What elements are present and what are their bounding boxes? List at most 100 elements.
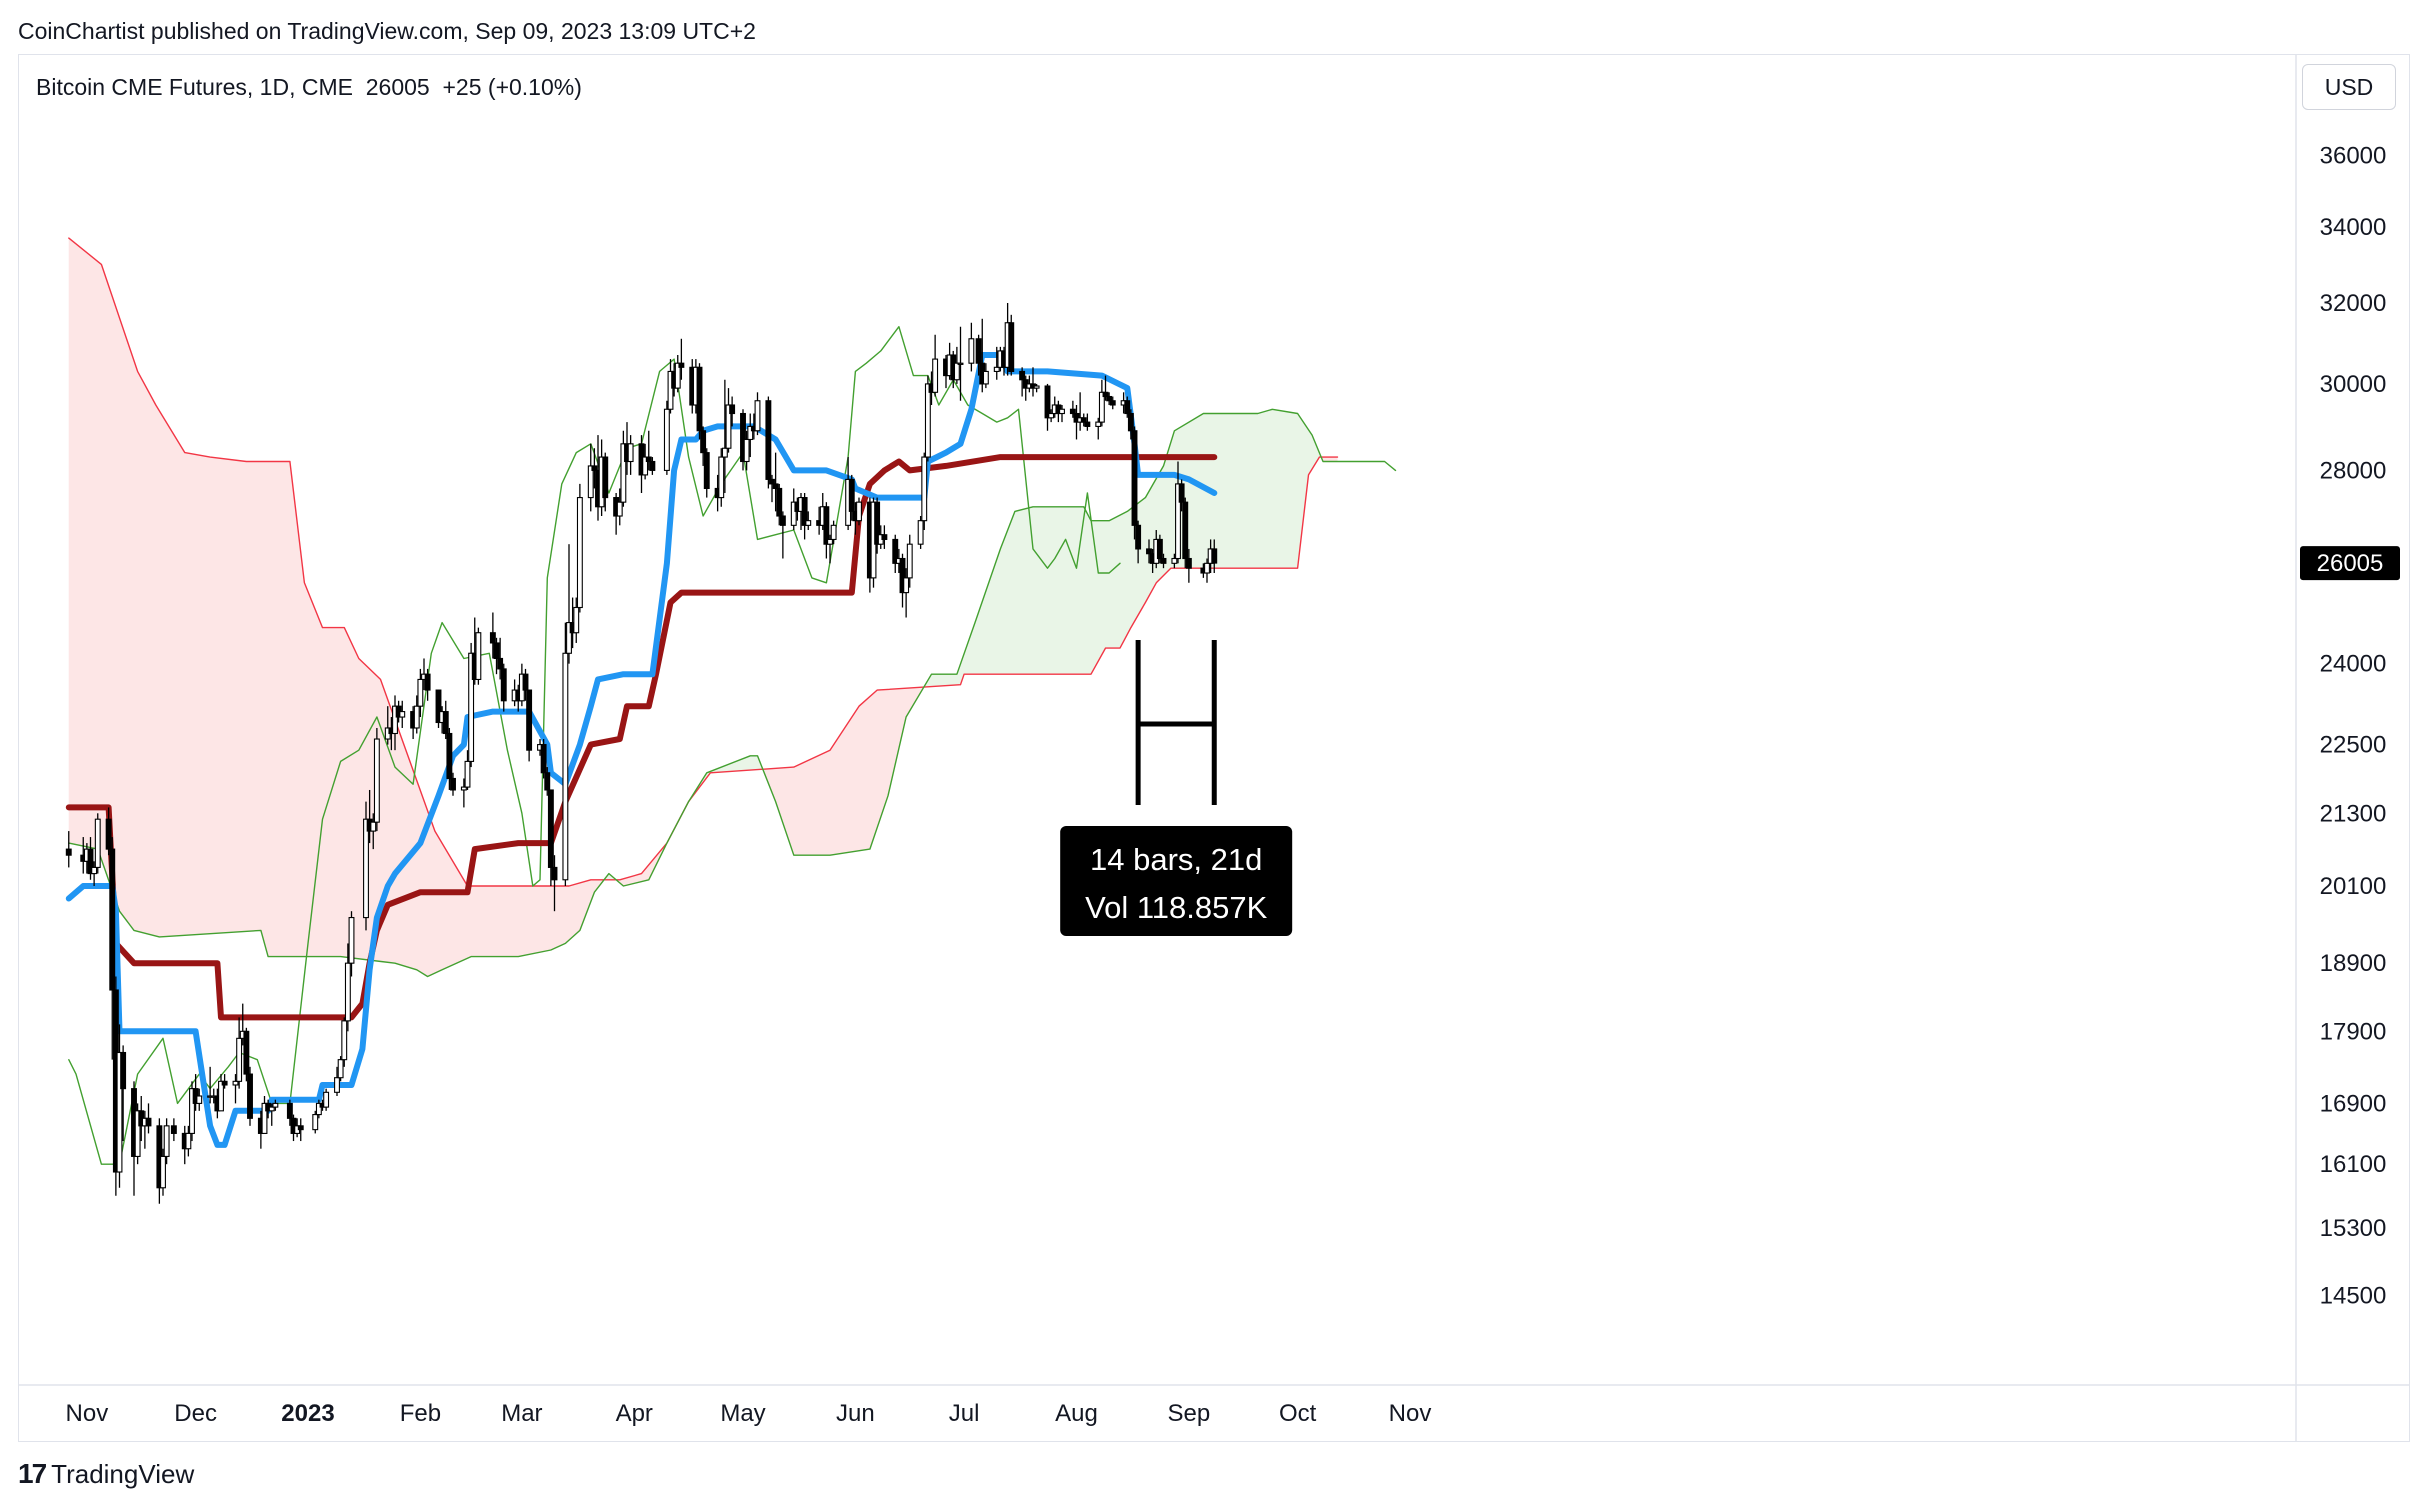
candle[interactable] (1080, 413, 1087, 427)
candle[interactable] (1084, 413, 1091, 431)
candle[interactable] (906, 534, 913, 588)
candle[interactable] (145, 1103, 152, 1134)
candle[interactable] (373, 727, 380, 832)
candle[interactable] (337, 1056, 344, 1082)
candle[interactable] (1069, 400, 1076, 418)
candle[interactable] (286, 1099, 293, 1126)
tradingview-brand[interactable]: 17 TradingView (18, 1458, 194, 1490)
candle[interactable] (856, 497, 862, 526)
candle[interactable] (776, 483, 783, 526)
candle[interactable] (417, 668, 424, 718)
candle[interactable] (1146, 539, 1152, 564)
candle[interactable] (1044, 383, 1051, 431)
candle[interactable] (729, 396, 736, 427)
candle[interactable] (616, 488, 623, 526)
candle[interactable] (573, 597, 580, 643)
candle[interactable] (87, 837, 94, 880)
candle[interactable] (921, 452, 928, 531)
candle[interactable] (874, 497, 881, 554)
candle[interactable] (620, 430, 627, 507)
candle[interactable] (109, 837, 116, 1060)
candle[interactable] (696, 363, 703, 440)
candle[interactable] (91, 861, 98, 886)
candle[interactable] (1160, 553, 1167, 569)
candle[interactable] (1178, 479, 1185, 512)
candle[interactable] (790, 488, 797, 531)
candle[interactable] (743, 430, 750, 471)
candle[interactable] (544, 767, 551, 796)
candle[interactable] (823, 502, 830, 559)
candle[interactable] (627, 435, 634, 475)
candle[interactable] (399, 700, 406, 728)
candle[interactable] (700, 426, 707, 466)
candle[interactable] (272, 1099, 279, 1111)
candle[interactable] (1059, 404, 1065, 423)
candle[interactable] (957, 326, 964, 401)
candle[interactable] (348, 911, 355, 977)
candle[interactable] (674, 355, 681, 393)
candle[interactable] (163, 1118, 170, 1165)
candle[interactable] (489, 612, 496, 659)
candle[interactable] (566, 544, 572, 664)
candle[interactable] (94, 813, 101, 874)
candle[interactable] (1033, 383, 1040, 393)
candle[interactable] (551, 855, 558, 912)
candle[interactable] (236, 1017, 243, 1089)
candle[interactable] (1008, 314, 1015, 376)
candle[interactable] (1171, 553, 1178, 569)
candle[interactable] (1204, 558, 1210, 583)
candle[interactable] (1098, 379, 1105, 427)
candle[interactable] (1095, 417, 1102, 440)
candle[interactable] (468, 642, 475, 768)
candle[interactable] (540, 739, 547, 779)
candle[interactable] (460, 778, 467, 808)
candle[interactable] (663, 400, 670, 475)
candle[interactable] (1182, 497, 1189, 569)
candle[interactable] (645, 430, 652, 471)
candle[interactable] (703, 448, 710, 498)
candle[interactable] (243, 1027, 250, 1082)
candle[interactable] (1077, 392, 1084, 431)
candle[interactable] (189, 1081, 195, 1142)
currency-button[interactable]: USD (2302, 64, 2396, 110)
candle[interactable] (1131, 426, 1138, 540)
candle[interactable] (602, 452, 609, 512)
candle[interactable] (442, 700, 449, 740)
candle[interactable] (65, 831, 72, 868)
candle[interactable] (344, 943, 351, 1032)
candle[interactable] (801, 493, 808, 540)
candle[interactable] (450, 772, 456, 796)
candle[interactable] (725, 388, 732, 453)
candle[interactable] (446, 727, 453, 790)
candle[interactable] (772, 452, 779, 512)
candle[interactable] (678, 338, 685, 380)
candle[interactable] (170, 1118, 177, 1142)
candle[interactable] (1135, 520, 1142, 564)
candle[interactable] (587, 443, 594, 512)
candle[interactable] (754, 392, 761, 436)
candle[interactable] (497, 637, 504, 680)
candle[interactable] (917, 516, 924, 549)
candle[interactable] (363, 801, 369, 931)
candle[interactable] (649, 457, 656, 475)
candle[interactable] (740, 409, 746, 471)
candle[interactable] (1102, 375, 1109, 401)
candle[interactable] (779, 511, 786, 559)
candle[interactable] (464, 750, 471, 790)
candle[interactable] (1124, 396, 1131, 418)
candle[interactable] (953, 346, 960, 384)
candle[interactable] (435, 689, 442, 728)
candle[interactable] (297, 1118, 304, 1142)
candle[interactable] (1019, 367, 1026, 397)
candle[interactable] (475, 627, 482, 685)
candle[interactable] (261, 1095, 268, 1134)
candle[interactable] (805, 511, 812, 531)
candle[interactable] (160, 1148, 166, 1196)
candle[interactable] (315, 1099, 322, 1119)
candle[interactable] (247, 1066, 253, 1126)
candle[interactable] (718, 448, 725, 507)
candle[interactable] (591, 448, 598, 489)
time-axis[interactable]: Nov Dec 2023 Feb Mar Apr May Jun Jul Aug Sep Oct Nov (66, 1400, 1432, 1427)
candle[interactable] (116, 1024, 123, 1188)
